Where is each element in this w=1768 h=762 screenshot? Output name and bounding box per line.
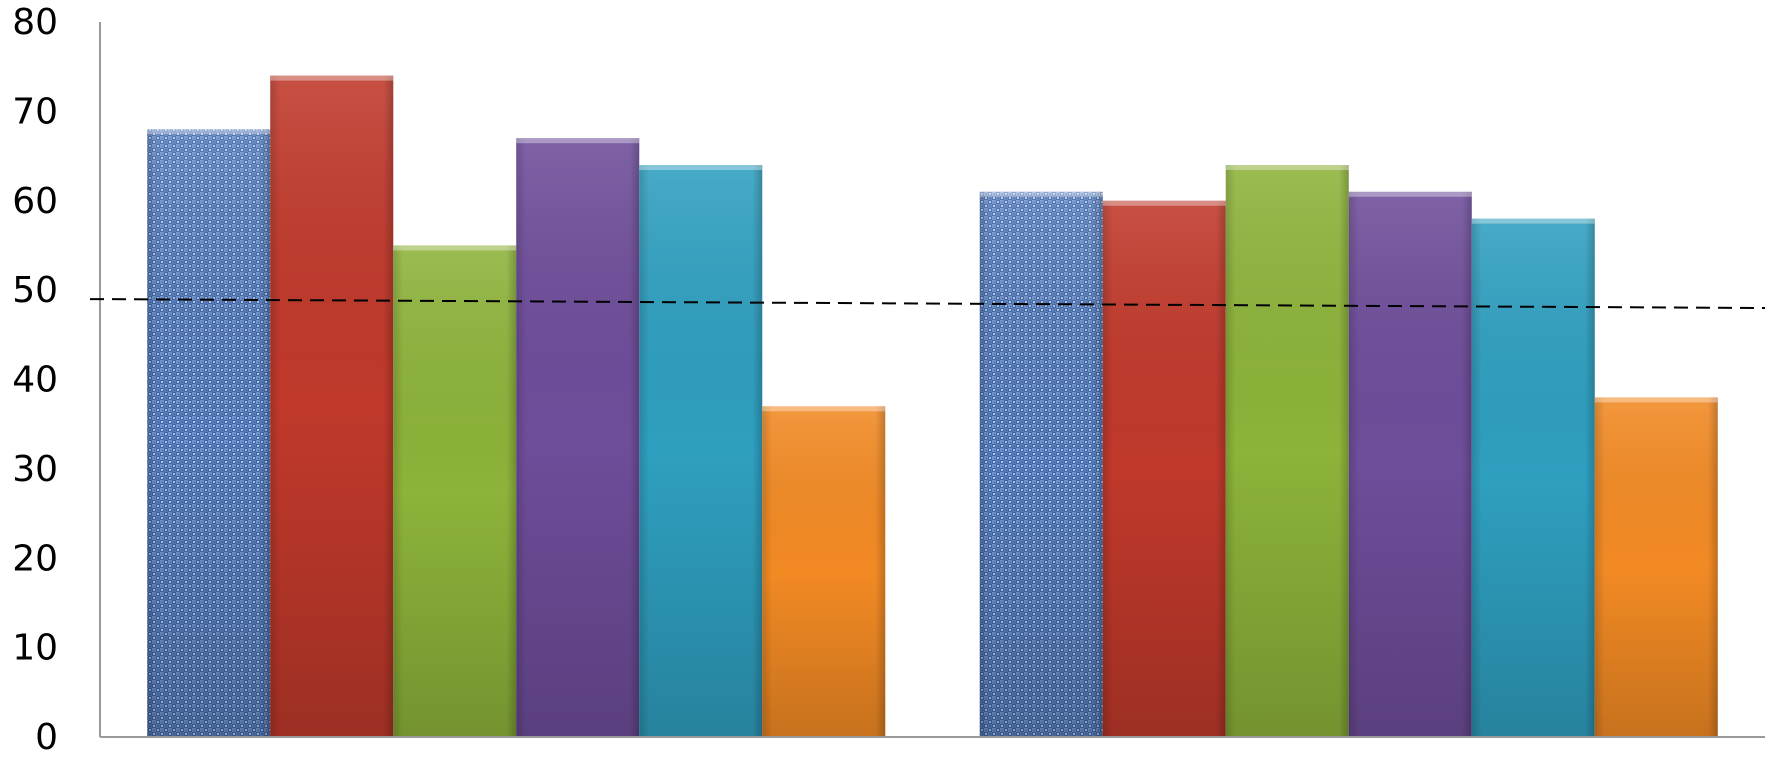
bar (147, 129, 271, 737)
y-tick-label: 50 (12, 270, 58, 311)
y-tick-label: 70 (12, 91, 58, 132)
bar (1225, 165, 1349, 737)
bar (979, 191, 1103, 737)
bar (516, 138, 640, 737)
bar (1471, 218, 1595, 737)
y-tick-label: 60 (12, 181, 58, 222)
y-tick-label: 30 (12, 449, 58, 490)
y-tick-label: 0 (35, 717, 58, 758)
bar (1348, 191, 1472, 737)
y-tick-label: 10 (12, 628, 58, 669)
reference-line (89, 298, 1766, 309)
bar (270, 75, 394, 737)
y-tick-label: 80 (12, 2, 58, 43)
y-tick-label: 20 (12, 538, 58, 579)
bar (1594, 397, 1718, 737)
y-tick-label: 40 (12, 360, 58, 401)
bar (762, 406, 886, 737)
bar (393, 245, 517, 737)
bar (639, 165, 763, 737)
bar (1102, 200, 1226, 737)
